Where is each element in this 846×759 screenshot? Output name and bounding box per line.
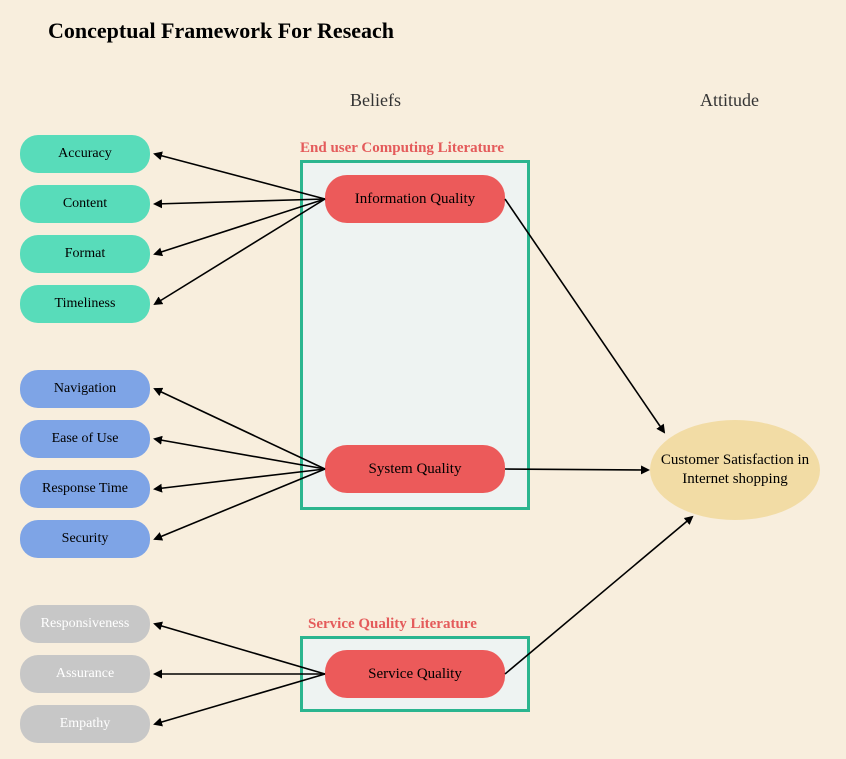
page-title: Conceptual Framework For Reseach (48, 18, 394, 44)
pill-navigation: Navigation (20, 370, 150, 408)
column-header-attitude: Attitude (700, 90, 759, 111)
pill-ease-of-use: Ease of Use (20, 420, 150, 458)
section-label-euc: End user Computing Literature (300, 140, 504, 157)
column-header-beliefs: Beliefs (350, 90, 401, 111)
pill-information-quality: Information Quality (325, 175, 505, 223)
pill-timeliness: Timeliness (20, 285, 150, 323)
pill-format: Format (20, 235, 150, 273)
pill-content: Content (20, 185, 150, 223)
pill-empathy: Empathy (20, 705, 150, 743)
pill-security: Security (20, 520, 150, 558)
pill-accuracy: Accuracy (20, 135, 150, 173)
outcome-ellipse: Customer Satisfaction in Internet shoppi… (650, 420, 820, 520)
pill-responsiveness: Responsiveness (20, 605, 150, 643)
section-label-sql: Service Quality Literature (308, 616, 477, 633)
pill-response-time: Response Time (20, 470, 150, 508)
pill-system-quality: System Quality (325, 445, 505, 493)
pill-assurance: Assurance (20, 655, 150, 693)
pill-service-quality: Service Quality (325, 650, 505, 698)
